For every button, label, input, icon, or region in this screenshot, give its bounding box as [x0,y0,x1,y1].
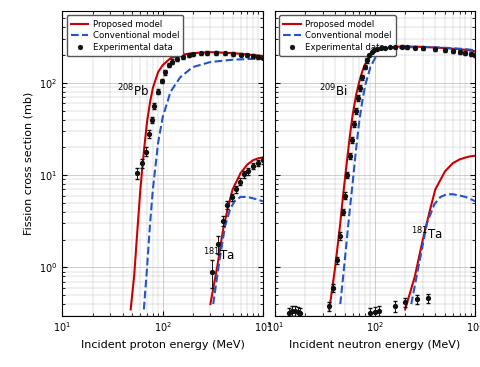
X-axis label: Incident neutron energy (MeV): Incident neutron energy (MeV) [289,340,461,350]
Legend: Proposed model, Conventional model, Experimental data: Proposed model, Conventional model, Expe… [279,15,396,56]
Text: $^{209}$Bi: $^{209}$Bi [319,83,348,99]
Y-axis label: Fission cross section (mb): Fission cross section (mb) [24,92,34,235]
Legend: Proposed model, Conventional model, Experimental data: Proposed model, Conventional model, Expe… [67,15,183,56]
Text: $^{181}$Ta: $^{181}$Ta [203,247,234,264]
X-axis label: Incident proton energy (MeV): Incident proton energy (MeV) [81,340,244,350]
Text: $^{208}$Pb: $^{208}$Pb [117,83,149,99]
Text: $^{181}$Ta: $^{181}$Ta [411,226,443,243]
